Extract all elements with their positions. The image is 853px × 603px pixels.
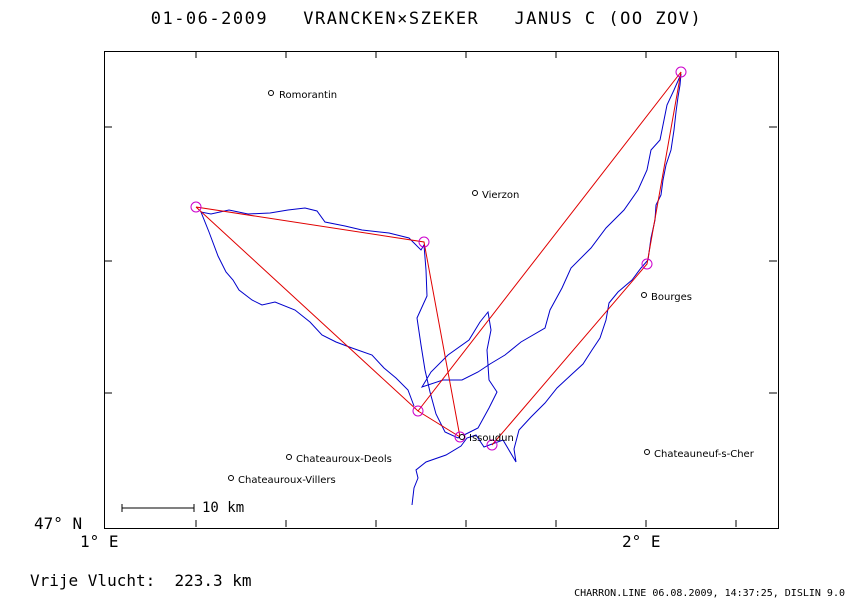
task-lines xyxy=(195,206,461,439)
city-markers xyxy=(228,90,650,481)
city-marker-chateauroux-villers xyxy=(228,475,234,481)
city-marker-bourges xyxy=(641,292,647,298)
page-title: 01-06-2009 VRANCKEN×SZEKER JANUS C (OO Z… xyxy=(150,9,703,29)
city-marker-chateauneuf xyxy=(644,449,650,455)
city-label-romorantin: Romorantin xyxy=(279,90,338,101)
city-marker-chateauroux-deols xyxy=(286,454,292,460)
footer-info: CHARRON.LINE 06.08.2009, 14:37:25, DISLI… xyxy=(574,588,845,599)
city-label-vierzon: Vierzon xyxy=(482,190,520,201)
flight-track xyxy=(200,73,682,506)
turnpoint-marker xyxy=(412,405,424,417)
scale-label: 10 km xyxy=(202,500,245,516)
city-label-issoudun: Issoudun xyxy=(469,433,514,444)
city-label-bourges: Bourges xyxy=(651,292,692,303)
scale-bar xyxy=(121,504,195,512)
city-label-chateauneuf: Chateauneuf-s-Cher xyxy=(654,449,754,460)
city-label-chateauroux-deols: Chateauroux-Deols xyxy=(296,454,392,465)
longitude-label-2e: 2° E xyxy=(622,532,661,551)
city-marker-romorantin xyxy=(268,90,274,96)
city-marker-issoudun xyxy=(459,434,465,440)
turnpoint-marker xyxy=(641,258,653,270)
turnpoint-marker xyxy=(190,201,202,213)
turnpoint-marker xyxy=(418,236,430,248)
longitude-label-1e: 1° E xyxy=(80,532,119,551)
latitude-label: 47° N xyxy=(34,514,83,533)
turnpoints xyxy=(190,66,687,451)
turnpoint-marker xyxy=(486,439,498,451)
turnpoint-marker xyxy=(675,66,687,78)
city-marker-vierzon xyxy=(472,190,478,196)
tick-marks xyxy=(104,51,777,527)
map-frame xyxy=(104,51,779,529)
flight-distance: Vrije Vlucht: 223.3 km xyxy=(30,571,252,590)
task-lines-east xyxy=(417,71,682,446)
city-label-chateauroux-villers: Chateauroux-Villers xyxy=(238,475,336,486)
